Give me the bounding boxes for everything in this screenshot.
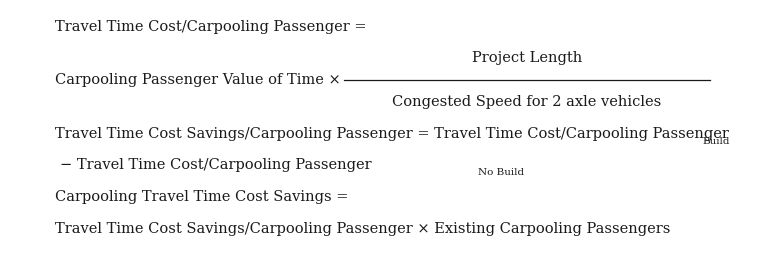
Text: Travel Time Cost Savings/Carpooling Passenger × Existing Carpooling Passengers: Travel Time Cost Savings/Carpooling Pass…: [55, 222, 670, 236]
Text: Travel Time Cost Savings/Carpooling Passenger = Travel Time Cost/Carpooling Pass: Travel Time Cost Savings/Carpooling Pass…: [55, 127, 729, 141]
Text: Travel Time Cost/Carpooling Passenger =: Travel Time Cost/Carpooling Passenger =: [55, 20, 366, 34]
Text: Carpooling Travel Time Cost Savings =: Carpooling Travel Time Cost Savings =: [55, 190, 348, 204]
Text: Project Length: Project Length: [472, 51, 582, 65]
Text: Carpooling Passenger Value of Time ×: Carpooling Passenger Value of Time ×: [55, 73, 341, 87]
Text: No Build: No Build: [478, 167, 524, 177]
Text: Congested Speed for 2 axle vehicles: Congested Speed for 2 axle vehicles: [392, 95, 662, 109]
Text: Build: Build: [702, 137, 729, 145]
Text: − Travel Time Cost/Carpooling Passenger: − Travel Time Cost/Carpooling Passenger: [60, 158, 372, 172]
